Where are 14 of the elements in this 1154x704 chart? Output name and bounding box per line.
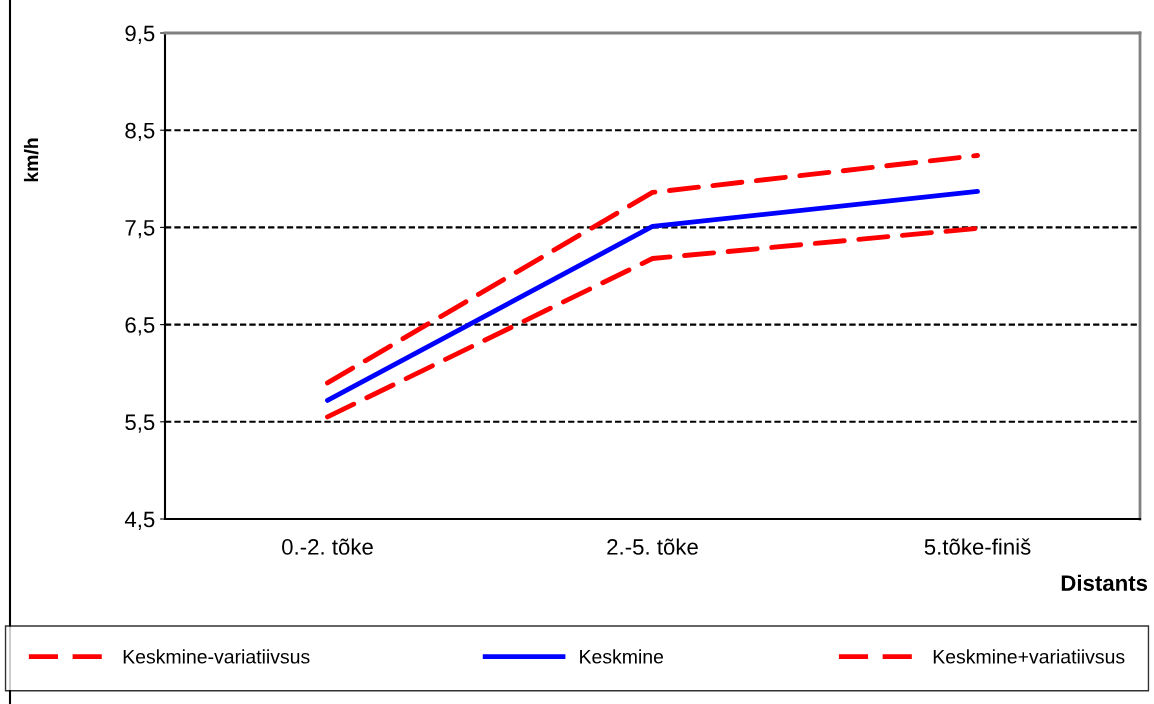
y-tick-label: 6,5: [125, 317, 155, 336]
y-tick-label: 4,5: [124, 511, 155, 530]
legend-label: Keskmine-variatiivsus: [123, 649, 310, 664]
x-axis-title: Distants: [1061, 574, 1148, 591]
y-tick-label: 8,5: [125, 122, 155, 142]
legend-label: Keskmine: [580, 649, 664, 664]
y-tick-label: 5,5: [125, 414, 155, 433]
x-tick-label: 0.-2. tõke: [282, 538, 373, 555]
y-axis-title: km/h: [23, 138, 39, 182]
y-tick-label: 7,5: [125, 220, 155, 239]
legend-label: Keskmine+variatiivsus: [933, 649, 1125, 664]
y-tick-label: 9,5: [125, 25, 155, 44]
x-tick-label: 5.tõke-finiš: [924, 538, 1031, 555]
x-tick-label: 2.-5. tõke: [607, 538, 698, 555]
